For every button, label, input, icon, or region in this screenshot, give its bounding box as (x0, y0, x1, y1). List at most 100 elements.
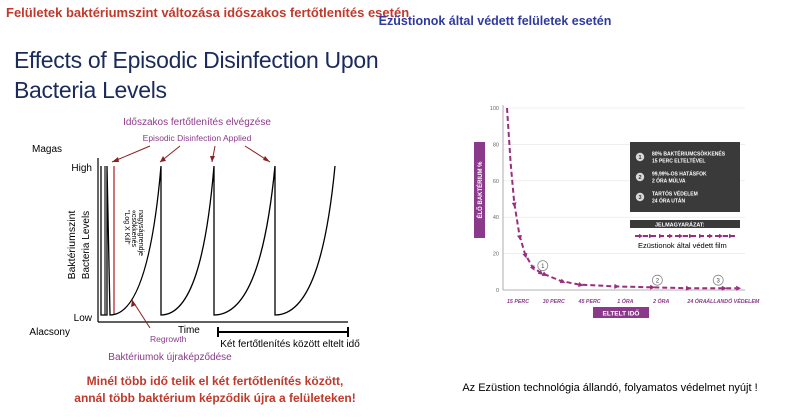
y-tick-high: High (71, 163, 92, 174)
info-item-number-bg (635, 152, 645, 162)
x-tick-labels: 15 PERC 30 PERC 45 PERC 1 ÓRA 2 ÓRA 24 ÓRA ÁLL… (507, 297, 760, 305)
info-item-line1: TARTÓS VÉDELEM (652, 190, 698, 198)
legend-arrowhead (709, 233, 713, 239)
left-caption-line1: Minél több idő telik el két fertőtleníté… (86, 374, 344, 388)
y-tick-label: 20 (493, 252, 499, 258)
left-chart-title: Effects of Episodic Disinfection Upon Ba… (14, 45, 379, 105)
y-tick-label: 80 (493, 142, 499, 148)
series-markers: 1 2 3 (537, 260, 724, 286)
y-tick-label: 40 (493, 215, 499, 221)
legend-arrowhead (689, 233, 693, 239)
legend-title-bg (630, 220, 740, 228)
right-panel-header: Ezüstionok által védett felületek esetén (378, 14, 612, 28)
legend-arrowhead (699, 233, 703, 239)
series-arrowhead (537, 269, 544, 275)
y-tick-label: 60 (493, 179, 499, 185)
info-item-line1: 80% BAKTÉRIUMCSÖKKENÉS (652, 150, 726, 158)
legend-arrowhead (659, 233, 663, 239)
marker-circle (712, 274, 724, 286)
legend-swatch-arrowheads (639, 233, 733, 239)
log-kill-label: "Log X Kill" «csökkenés nagyságrendje (123, 210, 144, 256)
y-tick-labels: 0 20 40 60 80 100 (490, 106, 499, 294)
log-kill-label-line3: nagyságrendje (137, 210, 144, 256)
legend-arrowhead (639, 233, 643, 239)
series-arrowhead (511, 202, 517, 208)
series-arrowhead (650, 284, 656, 290)
y-axis-label-bg (474, 142, 485, 238)
series-arrowhead (578, 282, 584, 287)
info-item-line2: 15 PERC ELTELTÉVEL (652, 157, 705, 165)
y-tick-label: 100 (490, 106, 499, 112)
left-panel-header: Felületek baktériumszint változása idősz… (6, 5, 410, 20)
series-arrowhead (614, 283, 620, 289)
x-tick-label: 1 ÓRA (617, 298, 633, 305)
series-arrowheads (511, 202, 742, 291)
info-item-line2: 24 ÓRA UTÁN (652, 197, 686, 205)
info-item-number-bg (635, 172, 645, 182)
series-arrowhead (559, 278, 566, 284)
log-kill-label-line1: "Log X Kill" (123, 210, 130, 245)
marker-label: 2 (656, 278, 660, 284)
annotation-disinfection-en: Episodic Disinfection Applied (143, 133, 252, 143)
y-axis-label-hu: Baktériumszint (66, 210, 78, 279)
silver-ion-series (506, 107, 737, 290)
info-item-number: 3 (638, 195, 641, 201)
y-axis-label-en: Bacteria Levels (81, 211, 92, 279)
marker-circle (651, 274, 663, 286)
episodic-disinfection-chart: Időszakos fertőtlenítés elvégzése Episod… (29, 117, 360, 363)
legend-title: JELMAGYARÁZAT: (655, 222, 705, 229)
legend-arrowhead (649, 233, 653, 239)
marker-label: 1 (541, 264, 545, 270)
legend-arrowhead (729, 233, 733, 239)
info-item-number: 1 (638, 155, 641, 161)
left-chart-title-line2: Bacteria Levels (14, 77, 167, 103)
annotation-disinfection-hu: Időszakos fertőtlenítés elvégzése (123, 117, 271, 128)
x-tick-label: 45 PERC (578, 299, 601, 305)
log-kill-label-line2: «csökkenés (130, 210, 137, 247)
bacteria-level-series (100, 165, 336, 316)
info-item-line1: 99,99%-OS HATÁSFOK (652, 171, 707, 178)
series-arrowhead (685, 285, 691, 291)
x-tick-label: 2 ÓRA (652, 298, 669, 305)
legend-arrowhead (669, 233, 673, 239)
y-tick-label: 0 (496, 288, 499, 294)
x-tick-label: ÁLLANDÓ VÉDELEM (705, 297, 760, 305)
series-arrowhead (541, 271, 548, 276)
x-tick-label: 24 ÓRA (686, 298, 706, 305)
left-chart-title-line1: Effects of Episodic Disinfection Upon (14, 47, 379, 73)
right-caption: Az Ezüstion technológia állandó, folyama… (462, 382, 758, 394)
x-tick-label: 30 PERC (543, 299, 565, 305)
x-axis-label: Time (178, 325, 200, 336)
marker-circle (537, 260, 549, 272)
y-tick-magas: Magas (32, 144, 62, 155)
y-tick-alacsony: Alacsony (29, 327, 70, 338)
info-item-number: 2 (638, 175, 641, 181)
silver-ion-chart: ÉLŐ BAKTÉRIUM % 0 20 40 60 80 100 15 PERC 30 P… (474, 105, 760, 318)
series-arrowhead (529, 265, 535, 271)
annotation-arrows (111, 145, 271, 163)
marker-label: 3 (717, 278, 721, 284)
interval-label: Két fertőtlenítés között eltelt idő (220, 339, 360, 350)
legend-item-label: Ezüstionok által védett film (638, 241, 727, 250)
y-axis-label: ÉLŐ BAKTÉRIUM % (476, 161, 484, 219)
x-axis-label: ELTELT IDŐ (603, 309, 640, 318)
left-caption-line2: annál több baktérium képződik újra a fel… (74, 391, 356, 405)
series-arrowhead (517, 234, 522, 241)
annotation-regrowth-hu: Baktériumok újraképződése (108, 352, 232, 363)
y-tick-low: Low (74, 313, 93, 324)
series-arrowhead (522, 252, 528, 259)
annotation-regrowth-en: Regrowth (150, 334, 187, 344)
x-axis-label-bg (593, 307, 649, 318)
legend-arrowhead (719, 233, 723, 239)
info-item-number-bg (635, 192, 645, 202)
series-arrowhead (721, 285, 727, 291)
info-item-line2: 2 ÓRA MÚLVA (652, 177, 686, 185)
series-arrowhead (736, 285, 742, 291)
legend-arrowhead (679, 233, 683, 239)
annotation-arrowheads (112, 156, 270, 162)
x-tick-label: 15 PERC (507, 299, 529, 305)
info-box (630, 142, 740, 212)
regrowth-arrowhead (131, 300, 136, 307)
left-caption: Minél több idő telik el két fertőtleníté… (0, 373, 430, 407)
